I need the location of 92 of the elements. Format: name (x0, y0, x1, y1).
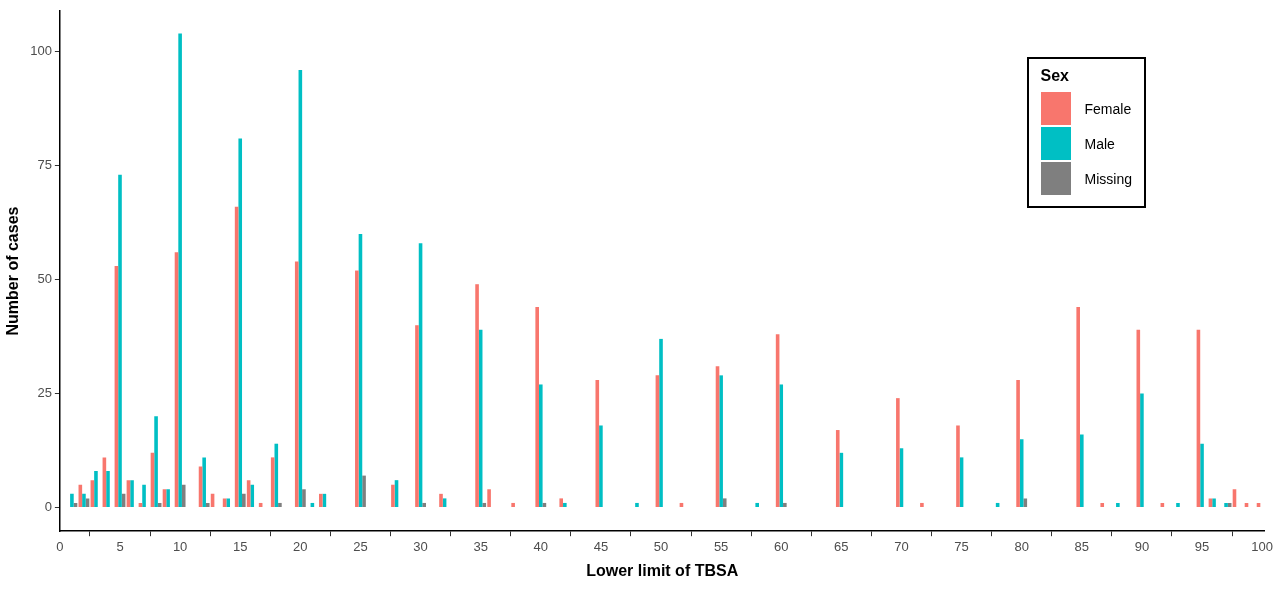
bar (142, 484, 146, 507)
bar (302, 489, 306, 507)
bar (1100, 502, 1105, 507)
bar (242, 493, 246, 507)
bar (82, 493, 86, 507)
x-tick-label: 60 (774, 538, 789, 554)
x-tick-label: 70 (894, 538, 909, 554)
bar (154, 416, 158, 507)
bar (755, 502, 759, 507)
x-tick-label: 5 (116, 538, 124, 554)
bar (563, 502, 567, 507)
legend-label: Female (1084, 100, 1132, 117)
bar (1076, 307, 1080, 507)
x-axis-title: Lower limit of TBSA (586, 561, 739, 579)
y-tick-label: 50 (37, 271, 52, 287)
bar (956, 425, 960, 507)
bar (118, 174, 122, 507)
bar (362, 475, 366, 507)
bar (278, 502, 282, 507)
bar (226, 498, 231, 507)
bar (250, 484, 255, 507)
x-tick-label: 100 (1251, 538, 1273, 554)
x-tick-label: 25 (353, 538, 368, 554)
bar (202, 457, 206, 507)
bar (538, 384, 543, 507)
bar (722, 498, 727, 507)
bar (439, 493, 443, 507)
bar (659, 338, 663, 507)
bar (920, 502, 924, 507)
bar (595, 379, 600, 507)
y-tick-label: 0 (44, 499, 52, 515)
bar (599, 425, 603, 507)
x-tick-label: 50 (653, 538, 669, 554)
bar (415, 325, 419, 507)
bar (294, 261, 299, 507)
x-tick-label: 45 (593, 538, 609, 554)
x-tick-label: 10 (172, 538, 188, 554)
x-tick-label: 30 (413, 538, 428, 554)
legend-title: Sex (1040, 67, 1070, 85)
bar (106, 471, 110, 507)
x-tick-label: 80 (1014, 538, 1029, 554)
bar (94, 471, 98, 507)
bar (475, 284, 479, 507)
x-tick-label: 65 (834, 538, 849, 554)
bar (783, 502, 787, 507)
x-tick-label: 0 (56, 538, 64, 554)
bar (318, 493, 323, 507)
bar (835, 430, 840, 507)
bar (535, 307, 539, 507)
bar (178, 33, 182, 507)
bar (1140, 393, 1144, 507)
bar (274, 443, 279, 507)
bar (719, 375, 723, 507)
bar (1079, 434, 1084, 507)
y-tick-label: 75 (37, 157, 52, 173)
bar (482, 502, 487, 507)
bar (1116, 502, 1120, 507)
bar (181, 484, 186, 507)
bar (166, 489, 170, 507)
bar (238, 138, 243, 507)
x-tick-label: 20 (293, 538, 308, 554)
bar (130, 480, 134, 507)
x-tick-label: 75 (954, 538, 969, 554)
x-tick-label: 35 (473, 538, 488, 554)
y-tick-label: 100 (30, 43, 52, 59)
bar (205, 502, 210, 507)
x-tick-label: 40 (533, 538, 549, 554)
bar (70, 493, 74, 507)
x-tick-label: 15 (232, 538, 248, 554)
y-axis-title: Number of cases (4, 206, 22, 336)
bar (355, 270, 359, 507)
x-tick-label: 85 (1074, 538, 1090, 554)
legend-label: Missing (1084, 170, 1132, 187)
bar (1023, 498, 1028, 507)
bar (1224, 502, 1228, 507)
bar (391, 484, 395, 507)
bar (635, 502, 639, 507)
bar (559, 498, 564, 507)
bar (422, 502, 426, 507)
y-tick-label: 25 (37, 385, 52, 401)
x-tick-label: 90 (1134, 538, 1150, 554)
bar (487, 489, 491, 507)
bar (1200, 443, 1204, 507)
bar (779, 384, 784, 507)
bar (511, 502, 515, 507)
bar (896, 398, 900, 507)
bar (1176, 502, 1180, 507)
bar (1212, 498, 1216, 507)
x-tick-label: 55 (713, 538, 729, 554)
x-tick-label: 95 (1194, 538, 1210, 554)
legend-label: Male (1084, 135, 1115, 152)
bar (1016, 379, 1020, 507)
